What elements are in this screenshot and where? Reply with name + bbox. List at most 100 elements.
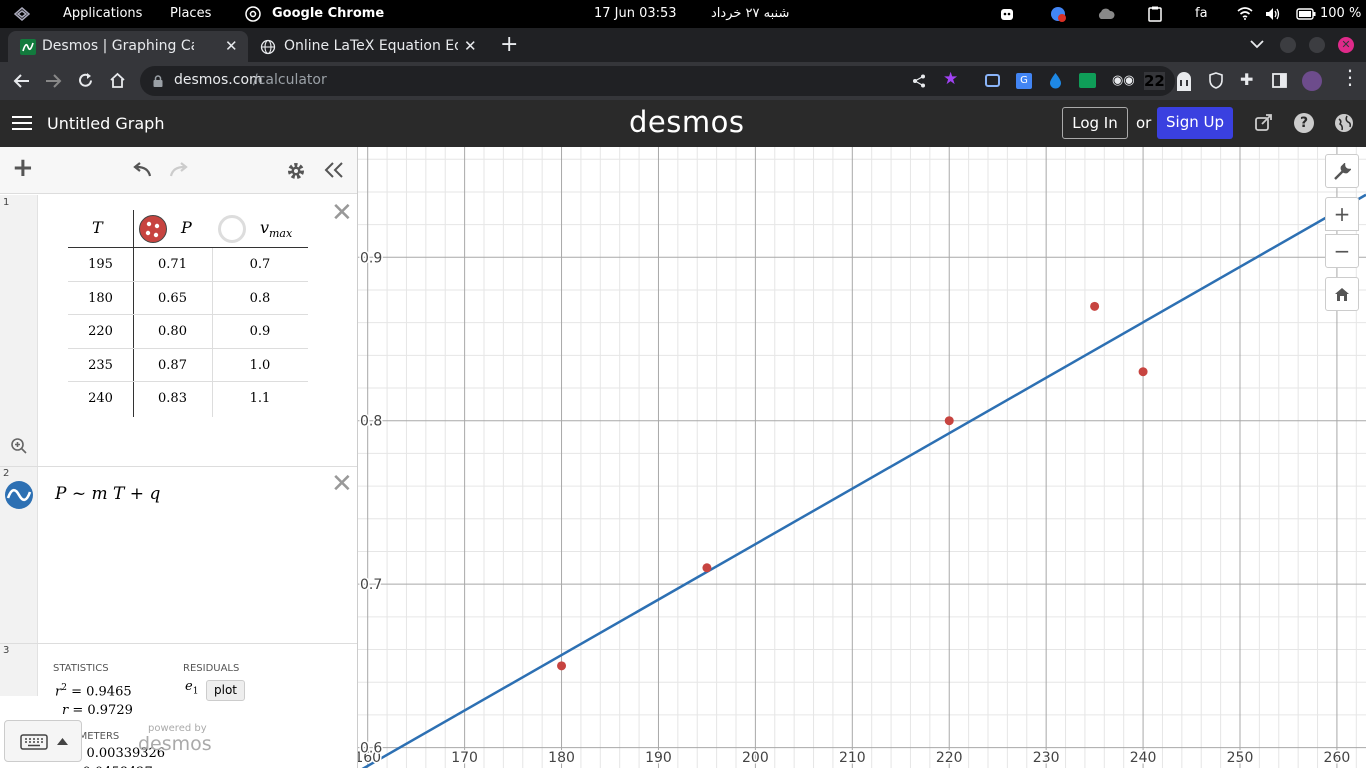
column-header-v[interactable]: v [260, 218, 269, 237]
default-viewport-home-icon[interactable] [1325, 277, 1359, 311]
table-cell[interactable]: 0.87 [133, 358, 212, 373]
share-icon[interactable] [912, 74, 926, 88]
cloud-icon[interactable] [1097, 8, 1115, 20]
table-cell[interactable]: 240 [68, 391, 133, 406]
table-cell[interactable]: 0.80 [133, 324, 212, 339]
help-icon[interactable]: ? [1294, 113, 1314, 133]
eyes-extension-icon[interactable]: ◉◉ [1112, 73, 1135, 88]
hidden-column-icon[interactable] [217, 214, 247, 244]
profile-avatar[interactable] [1302, 71, 1322, 91]
language-indicator[interactable]: fa [1195, 6, 1208, 21]
delete-expression-icon[interactable]: ✕ [331, 200, 353, 226]
table-cell[interactable]: 180 [68, 291, 133, 306]
table-cell[interactable]: 235 [68, 358, 133, 373]
battery-icon[interactable] [1296, 8, 1316, 20]
redo-icon[interactable] [169, 162, 191, 178]
graph-title[interactable]: Untitled Graph [47, 114, 164, 133]
undo-icon[interactable] [130, 162, 152, 178]
places-menu[interactable]: Places [170, 6, 211, 21]
delete-expression-icon[interactable]: ✕ [331, 471, 353, 497]
points-style-icon[interactable] [138, 214, 168, 244]
tab-desmos[interactable]: Desmos | Graphing Calculator ✕ [8, 31, 248, 62]
graph-canvas[interactable]: 160 170 180 190 200 210 220 230 240 250 260 0.6 0.7… [358, 147, 1366, 768]
table-cell[interactable]: 0.65 [133, 291, 212, 306]
add-item-icon[interactable]: + [12, 155, 34, 181]
zoom-fit-icon[interactable] [10, 437, 28, 455]
minimize-window-button[interactable] [1280, 37, 1296, 53]
collapse-panel-icon[interactable] [324, 162, 344, 178]
share-graph-icon[interactable] [1255, 113, 1273, 131]
tab-strip: Desmos | Graphing Calculator ✕ Online La… [0, 28, 1366, 62]
zoom-in-button[interactable]: + [1325, 197, 1359, 231]
regression-style-icon[interactable] [4, 480, 34, 510]
expression-gutter[interactable]: 1 [0, 195, 38, 466]
ghost-extension-icon[interactable] [1175, 71, 1193, 91]
y-tick-label: 0.7 [360, 577, 382, 593]
volume-icon[interactable] [1265, 7, 1281, 21]
table-cell[interactable]: 0.71 [133, 257, 212, 272]
close-tab-icon[interactable]: ✕ [464, 37, 477, 55]
activities-icon[interactable] [14, 7, 30, 21]
signup-button[interactable]: Sign Up [1157, 107, 1233, 139]
settings-gear-icon[interactable] [286, 161, 306, 181]
tab-latex-editor[interactable]: Online LaTeX Equation Editor ✕ [250, 31, 486, 62]
bookmark-star-icon[interactable]: ★ [943, 69, 958, 89]
table-cell[interactable]: 0.8 [212, 291, 308, 306]
expression-toolbar: + [0, 147, 357, 194]
table-cell[interactable]: 1.1 [212, 391, 308, 406]
data-point [1139, 367, 1148, 376]
expression-empty-item[interactable]: 3 [0, 644, 357, 696]
keyboard-toggle-button[interactable] [4, 720, 82, 762]
url-path: /calculator [253, 72, 327, 88]
zoom-out-button[interactable]: − [1325, 234, 1359, 268]
table-cell[interactable]: 195 [68, 257, 133, 272]
drop-extension-icon[interactable] [1049, 72, 1062, 89]
lock-icon[interactable] [153, 75, 163, 87]
formula-P: P [55, 484, 66, 504]
notification-app-icon[interactable] [999, 6, 1015, 22]
forward-icon[interactable] [45, 73, 62, 89]
mail-extension-icon[interactable] [1079, 73, 1096, 88]
formula-q: q [149, 484, 160, 504]
extensions-puzzle-icon[interactable]: ✚ [1240, 70, 1253, 89]
login-button[interactable]: Log In [1062, 107, 1128, 139]
new-tab-button[interactable]: + [500, 32, 518, 57]
chrome-notification-icon[interactable] [1050, 6, 1067, 23]
table-cell[interactable]: 0.83 [133, 391, 212, 406]
close-tab-icon[interactable]: ✕ [225, 37, 238, 55]
close-window-button[interactable]: ✕ [1338, 37, 1354, 53]
clipboard-icon[interactable] [1148, 6, 1162, 22]
table-cell[interactable]: 0.9 [212, 324, 308, 339]
graph-paper[interactable]: 160 170 180 190 200 210 220 230 240 250 260 0.6 0.7… [358, 147, 1366, 768]
hamburger-menu-icon[interactable] [12, 115, 32, 131]
x-tick-label: 170 [451, 750, 478, 766]
wifi-icon[interactable] [1237, 7, 1253, 20]
graph-settings-wrench-icon[interactable] [1325, 154, 1359, 188]
language-globe-icon[interactable] [1334, 113, 1354, 133]
shield-icon[interactable] [1209, 72, 1223, 89]
x-tick-label: 190 [645, 750, 672, 766]
active-app-name[interactable]: Google Chrome [272, 6, 384, 21]
translate-extension-icon[interactable]: G [1016, 73, 1032, 89]
persian-date: شنبه ۲۷ خرداد [711, 6, 789, 21]
expression-gutter[interactable]: 3 [0, 644, 38, 696]
reload-icon[interactable] [77, 72, 94, 89]
side-panel-icon[interactable] [1272, 73, 1287, 88]
table-cell[interactable]: 0.7 [212, 257, 308, 272]
maximize-window-button[interactable] [1309, 37, 1325, 53]
clock[interactable]: 17 Jun 03:53 [594, 6, 677, 21]
table-cell[interactable]: 1.0 [212, 358, 308, 373]
back-icon[interactable] [13, 73, 30, 89]
expression-index: 3 [3, 645, 9, 656]
tab-search-chevron-icon[interactable] [1250, 40, 1264, 49]
extension-badge[interactable]: 22 [1144, 72, 1165, 90]
extension-camera-icon[interactable] [985, 74, 1000, 87]
table-cell[interactable]: 220 [68, 324, 133, 339]
column-header-P[interactable]: P [181, 218, 192, 237]
regression-formula[interactable]: P ~ m T + q [55, 484, 160, 504]
column-header-T[interactable]: T [92, 218, 103, 237]
expression-gutter[interactable]: 2 [0, 467, 38, 643]
applications-menu[interactable]: Applications [63, 6, 142, 21]
chrome-menu-icon[interactable]: ⋮ [1340, 67, 1360, 87]
home-icon[interactable] [109, 72, 126, 89]
